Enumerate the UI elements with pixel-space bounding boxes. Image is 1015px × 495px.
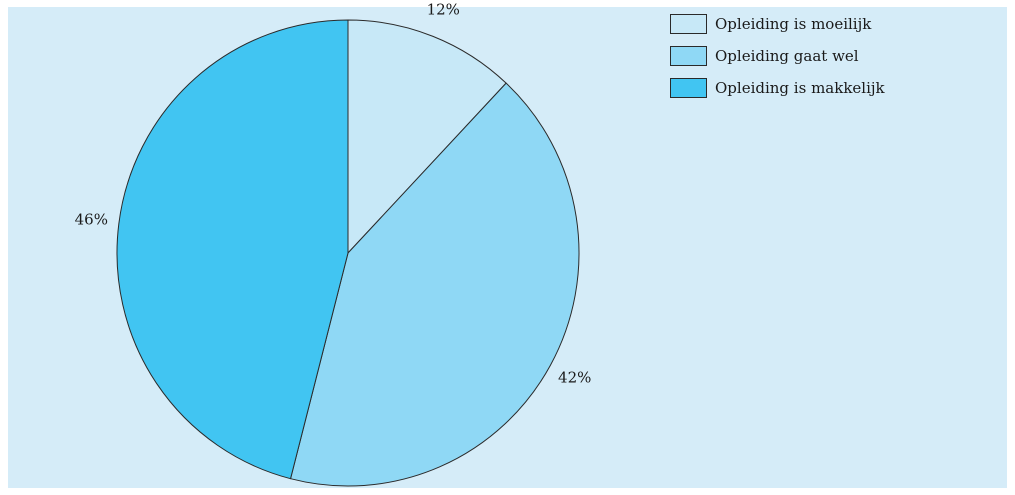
legend-item: Opleiding is moeilijk [670,14,885,34]
pie-slice [347,19,507,254]
slice-value-label: 42% [558,369,591,387]
legend-item: Opleiding gaat wel [670,46,885,66]
slice-value-label: 46% [75,210,108,228]
legend-label: Opleiding is makkelijk [715,79,885,97]
slice-value-label: 12% [427,0,460,18]
legend-label: Opleiding gaat wel [715,47,859,65]
legend-swatch [670,78,707,98]
legend-swatch [670,14,707,34]
slice-labels: 12% 42% 46% [75,0,592,386]
pie-slice [290,82,580,487]
legend: Opleiding is moeilijk Opleiding gaat wel… [670,14,885,110]
legend-item: Opleiding is makkelijk [670,78,885,98]
legend-label: Opleiding is moeilijk [715,15,872,33]
pie-slice [116,19,349,480]
pie-slices [116,19,580,487]
legend-swatch [670,46,707,66]
